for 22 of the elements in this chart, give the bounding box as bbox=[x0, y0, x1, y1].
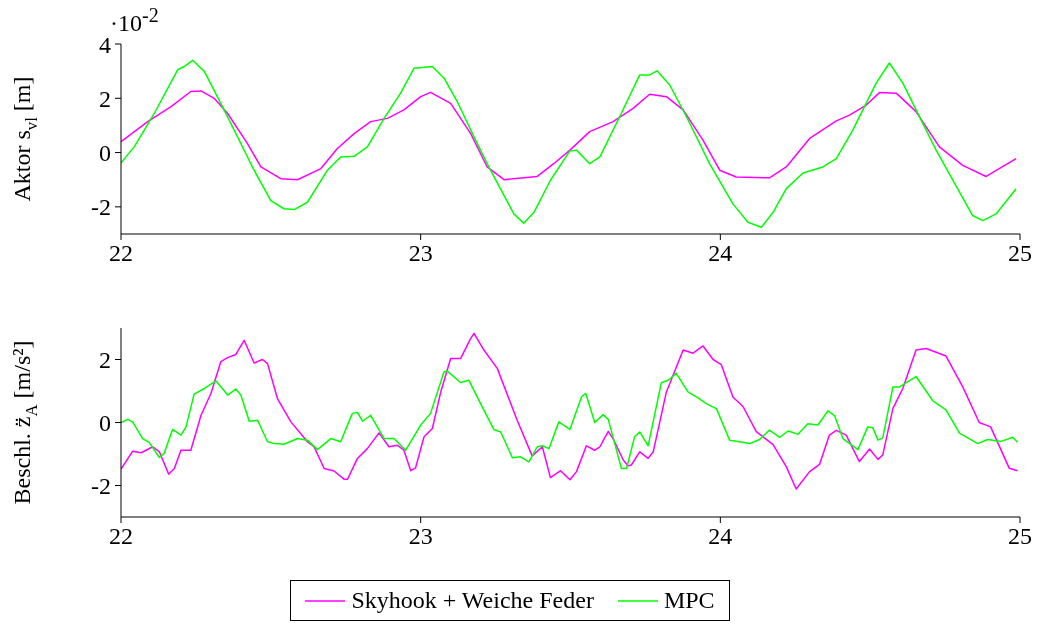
text: ·10$^{-2}$ bbox=[110, 4, 159, 37]
y-tick-label: 0 bbox=[99, 140, 111, 167]
y-tick-label: -2 bbox=[91, 473, 111, 500]
x-tick-label: 24 bbox=[708, 240, 733, 267]
x-tick-label: 24 bbox=[708, 523, 733, 550]
y-tick-label: 2 bbox=[99, 85, 111, 112]
x-tick-label: 25 bbox=[1008, 523, 1032, 550]
y-tick-label: 0 bbox=[99, 410, 111, 437]
line-series bbox=[121, 90, 1017, 181]
line-series bbox=[121, 332, 1019, 490]
line-series bbox=[121, 370, 1019, 470]
x-tick-label: 22 bbox=[109, 240, 133, 267]
legend-label: Skyhook + Weiche Feder bbox=[351, 587, 594, 614]
line-series bbox=[121, 59, 1017, 228]
x-tick-label: 25 bbox=[1008, 240, 1032, 267]
y-tick-label: 4 bbox=[99, 31, 111, 58]
legend-label: MPC bbox=[663, 587, 715, 614]
x-tick-label: 23 bbox=[408, 240, 433, 267]
x-tick-label: 23 bbox=[408, 523, 433, 550]
y-tick-label: -2 bbox=[91, 194, 111, 221]
y-tick-label: 2 bbox=[99, 347, 111, 374]
x-tick-label: 22 bbox=[109, 523, 133, 550]
